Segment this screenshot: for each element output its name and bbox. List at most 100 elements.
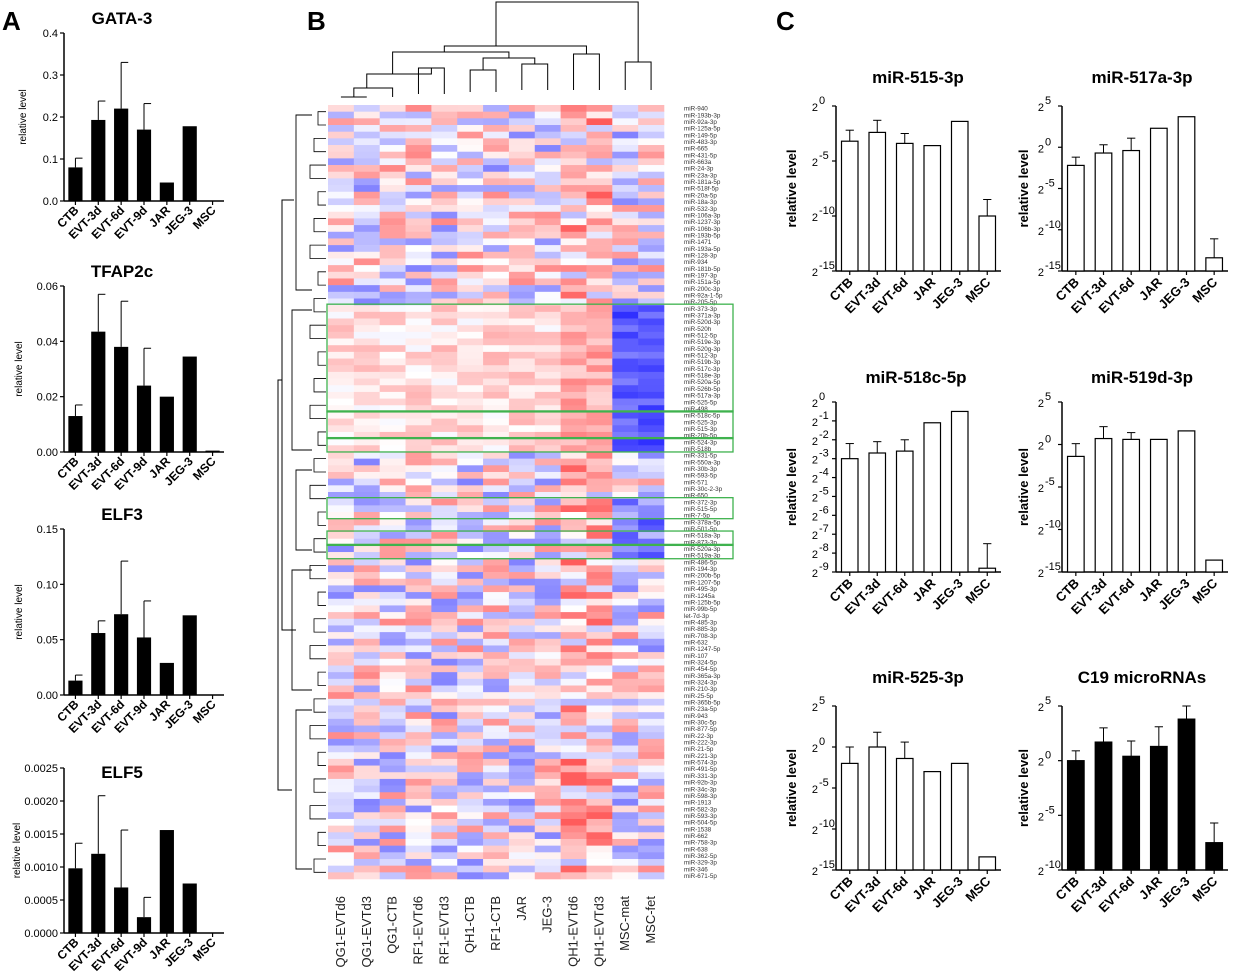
heatmap-cell: [431, 552, 458, 560]
heatmap-cell: [508, 458, 536, 466]
row-label: miR-504-5p: [684, 820, 717, 827]
heatmap-cell: [638, 318, 665, 326]
bar-EVT-3d: [91, 853, 106, 933]
heatmap-cell: [534, 852, 561, 860]
heatmap-cell: [612, 478, 639, 486]
heatmap-cell: [405, 265, 432, 273]
bar-JAR: [1149, 127, 1168, 272]
heatmap-cell: [612, 512, 639, 519]
heatmap-cell: [328, 425, 355, 433]
column-label: QH1-EVTd6: [566, 896, 581, 967]
row-label: miR-378a-5p: [684, 519, 721, 526]
heatmap-cell: [431, 198, 458, 206]
heatmap-cell: [405, 692, 432, 700]
heatmap-cell: [379, 585, 406, 593]
heatmap-cell: [405, 258, 432, 266]
heatmap-cell: [431, 411, 458, 419]
heatmap-cell: [612, 752, 639, 760]
heatmap-cell: [457, 311, 484, 319]
heatmap-cell: [328, 818, 355, 826]
heatmap-cell: [405, 632, 432, 640]
heatmap-cell: [379, 258, 406, 266]
heatmap-cell: [586, 391, 613, 399]
heatmap-cell: [483, 218, 510, 226]
heatmap-cell: [431, 692, 458, 700]
chart-title: GATA-3: [92, 9, 153, 28]
bar-EVT-3d: [868, 746, 887, 871]
heatmap-cell: [638, 205, 665, 213]
heatmap-cell: [638, 498, 665, 506]
row-label: miR-515-3p: [684, 426, 717, 433]
heatmap-cell: [483, 458, 510, 466]
heatmap-cell: [405, 225, 432, 233]
heatmap-cell: [457, 191, 484, 199]
heatmap-cell: [431, 385, 458, 393]
heatmap-cell: [328, 131, 355, 139]
heatmap-cell: [431, 371, 458, 379]
heatmap-cell: [534, 832, 561, 840]
heatmap-cell: [483, 238, 510, 246]
heatmap-cell: [638, 705, 665, 713]
heatmap-cell: [560, 692, 587, 700]
heatmap-cell: [379, 211, 406, 219]
heatmap-cell: [353, 138, 380, 146]
heatmap-cell: [431, 431, 458, 439]
y-tick-label: 2: [812, 825, 818, 837]
heatmap-cell: [328, 832, 355, 840]
heatmap-cell: [405, 758, 432, 766]
row-label: miR-517a-3p: [684, 393, 721, 400]
heatmap-cell: [379, 205, 406, 213]
y-tick-exponent: -5: [1045, 178, 1055, 190]
heatmap-cell: [508, 305, 536, 313]
heatmap-cell: [483, 158, 510, 166]
bar-CTB: [1066, 455, 1085, 573]
heatmap-cell: [483, 431, 510, 439]
heatmap-cell: [353, 845, 380, 853]
heatmap-cell: [353, 451, 380, 459]
heatmap-cell: [483, 745, 510, 753]
heatmap-cell: [612, 845, 639, 853]
heatmap-cell: [612, 718, 639, 726]
heatmap-cell: [586, 358, 613, 366]
heatmap-cell: [405, 171, 432, 179]
heatmap-cell: [431, 572, 458, 580]
heatmap-cell: [612, 832, 639, 840]
heatmap-cell: [405, 405, 432, 413]
heatmap-cell: [560, 218, 587, 226]
heatmap-cell: [534, 365, 561, 373]
heatmap-cell: [560, 231, 587, 239]
heatmap-cell: [638, 131, 665, 139]
heatmap-cell: [612, 165, 639, 173]
dendrogram-branch: [392, 51, 510, 74]
heatmap-cell: [328, 285, 355, 293]
heatmap-cell: [379, 385, 406, 393]
heatmap-cell: [612, 271, 639, 279]
heatmap-cell: [379, 672, 406, 680]
heatmap-cell: [328, 492, 355, 499]
row-label: miR-593-3p: [684, 813, 717, 820]
heatmap-cell: [560, 185, 587, 193]
heatmap-cell: [353, 265, 380, 273]
heatmap-cell: [560, 625, 587, 633]
heatmap-cell: [508, 111, 536, 119]
heatmap-cell: [586, 665, 613, 673]
heatmap-cell: [483, 618, 510, 626]
heatmap-cell: [379, 618, 406, 626]
heatmap-cell: [586, 171, 613, 179]
heatmap-cell: [560, 418, 587, 426]
heatmap-cell: [353, 458, 380, 466]
row-label: miR-371a-3p: [684, 313, 721, 320]
heatmap-cell: [405, 338, 432, 346]
heatmap-cell: [638, 198, 665, 206]
heatmap-cell: [328, 558, 355, 566]
heatmap-cell: [431, 445, 458, 453]
row-label: miR-193b-5p: [684, 232, 721, 239]
heatmap-cell: [612, 598, 639, 606]
heatmap-cell: [483, 205, 510, 213]
heatmap-cell: [457, 652, 484, 660]
heatmap-cell: [431, 798, 458, 806]
row-label: miR-571: [684, 479, 708, 486]
heatmap-cell: [353, 872, 380, 880]
y-axis-label: relative level: [12, 823, 23, 879]
